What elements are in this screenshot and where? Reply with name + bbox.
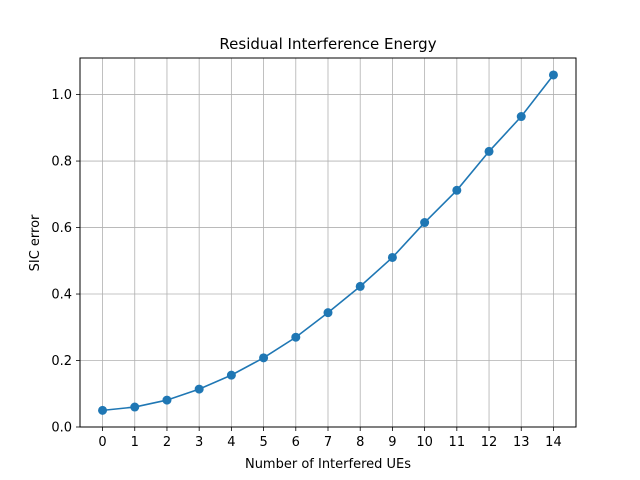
- y-tick-label-3: 0.6: [51, 221, 72, 236]
- x-tick-label-1: 1: [131, 435, 139, 450]
- x-tick-label-5: 5: [259, 435, 267, 450]
- x-axis: 0 1 2 3 4 5 6 7 8 9 10 11 12 13 14: [98, 427, 562, 450]
- data-point-4: [226, 370, 236, 380]
- data-point-9: [387, 252, 397, 262]
- grid: [80, 58, 576, 428]
- x-tick-label-8: 8: [356, 435, 364, 450]
- x-tick-label-9: 9: [388, 435, 396, 450]
- chart-title: Residual Interference Energy: [219, 35, 436, 53]
- data-point-14: [548, 70, 558, 80]
- data-point-8: [355, 281, 365, 291]
- data-point-12: [484, 146, 494, 156]
- data-series: [98, 70, 558, 415]
- y-tick-label-4: 0.8: [51, 155, 72, 170]
- x-tick-label-2: 2: [163, 435, 171, 450]
- x-tick-label-6: 6: [292, 435, 300, 450]
- x-tick-label-11: 11: [449, 435, 466, 450]
- y-axis-label: SIC error: [28, 214, 43, 271]
- x-tick-label-14: 14: [545, 435, 562, 450]
- data-point-1: [130, 402, 140, 412]
- x-tick-label-13: 13: [513, 435, 530, 450]
- x-tick-label-3: 3: [195, 435, 203, 450]
- data-point-3: [194, 384, 204, 394]
- y-tick-label-2: 0.4: [51, 288, 72, 303]
- x-tick-label-7: 7: [324, 435, 332, 450]
- x-tick-label-0: 0: [98, 435, 106, 450]
- y-tick-label-0: 0.0: [51, 421, 72, 436]
- x-tick-label-4: 4: [227, 435, 235, 450]
- data-point-11: [452, 185, 462, 195]
- data-point-13: [516, 112, 526, 122]
- y-tick-label-5: 1.0: [51, 88, 72, 103]
- data-point-0: [98, 405, 108, 415]
- x-tick-label-12: 12: [481, 435, 498, 450]
- x-axis-label: Number of Interfered UEs: [245, 457, 411, 472]
- y-tick-label-1: 0.2: [51, 354, 72, 369]
- data-point-6: [291, 332, 301, 342]
- y-axis: 0.0 0.2 0.4 0.6 0.8 1.0: [51, 88, 80, 436]
- data-point-10: [420, 218, 430, 228]
- data-point-2: [162, 395, 172, 405]
- data-point-5: [259, 353, 269, 363]
- data-point-7: [323, 308, 333, 318]
- x-tick-label-10: 10: [416, 435, 433, 450]
